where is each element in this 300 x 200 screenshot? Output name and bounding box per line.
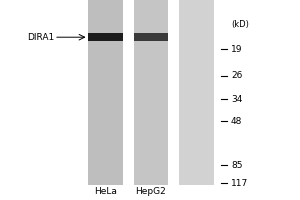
Text: 19: 19 bbox=[231, 45, 242, 53]
Bar bbox=[88, 33, 123, 41]
Text: DIRA1: DIRA1 bbox=[27, 33, 54, 42]
Text: HeLa: HeLa bbox=[94, 186, 117, 196]
Text: HepG2: HepG2 bbox=[136, 186, 166, 196]
Text: 34: 34 bbox=[231, 95, 242, 104]
Text: 26: 26 bbox=[231, 72, 242, 80]
Bar bbox=[134, 33, 168, 41]
Bar bbox=[179, 0, 214, 185]
Text: 48: 48 bbox=[231, 116, 242, 126]
Text: (kD): (kD) bbox=[231, 20, 249, 28]
Bar bbox=[88, 0, 123, 185]
Text: 117: 117 bbox=[231, 178, 248, 188]
Bar bbox=[134, 0, 168, 185]
Text: 85: 85 bbox=[231, 160, 242, 170]
